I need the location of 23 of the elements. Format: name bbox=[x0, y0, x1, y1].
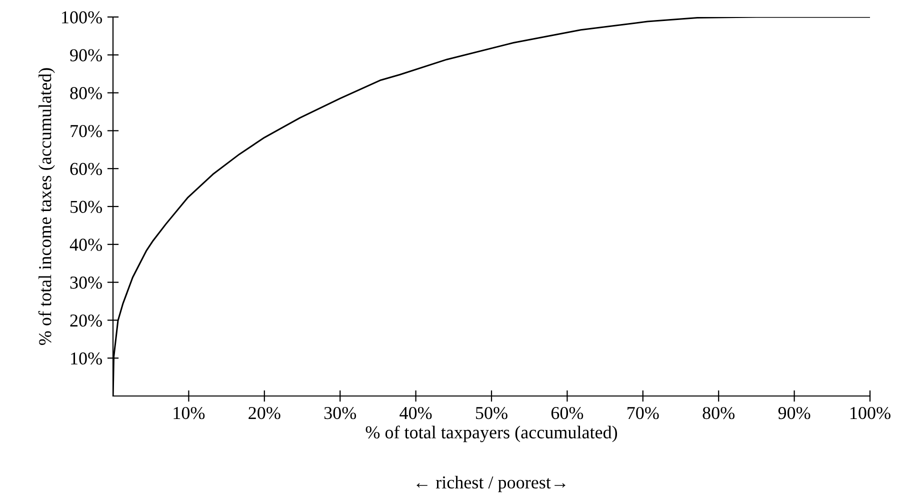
x-tick-label: 90% bbox=[778, 406, 810, 420]
y-tick-label: 40% bbox=[70, 238, 102, 251]
x-tick-label: 80% bbox=[702, 406, 735, 420]
y-tick-label: 10% bbox=[71, 352, 102, 365]
y-tick-label: 90% bbox=[70, 49, 102, 62]
x-tick-label: 60% bbox=[551, 406, 584, 420]
y-tick-label: 60% bbox=[70, 162, 102, 176]
y-tick-label: 20% bbox=[70, 314, 102, 327]
text: ← richest / poorest→ bbox=[416, 476, 566, 492]
y-tick-label: 50% bbox=[70, 200, 102, 213]
y-axis-title: % of total income taxes (accumulated) bbox=[38, 68, 55, 346]
x-tick-label: 50% bbox=[476, 406, 508, 420]
x-tick-label: 70% bbox=[628, 406, 659, 420]
y-tick-label: 70% bbox=[70, 124, 102, 138]
x-axis-title: % of total taxpayers (accumulated) bbox=[366, 426, 618, 442]
x-tick-label: 100% bbox=[850, 406, 890, 420]
x-tick-label: 40% bbox=[400, 406, 432, 420]
x-tick-label: 10% bbox=[174, 406, 205, 420]
y-tick-label: 100% bbox=[62, 11, 102, 24]
y-tick-label: 80% bbox=[70, 87, 102, 100]
x-tick-label: 30% bbox=[324, 406, 356, 420]
x-tick-label: 20% bbox=[248, 406, 280, 420]
y-tick-label: 30% bbox=[70, 276, 102, 289]
